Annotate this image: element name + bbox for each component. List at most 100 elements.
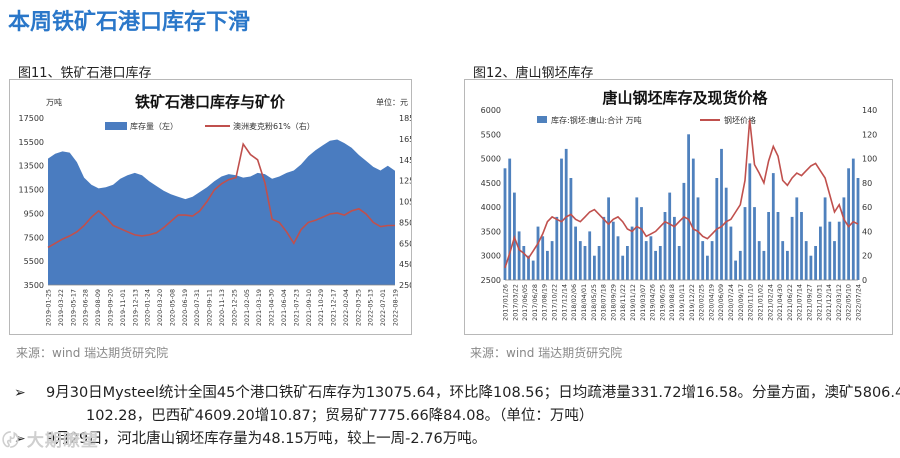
y-left-tick-label: 6000 [481,106,501,115]
figure-12-caption: 图12、唐山钢坯库存 [473,66,594,81]
y-right-tick-label: 20 [862,252,872,261]
x-tick-label: 2020/02/25 [698,284,706,321]
inventory-bar [517,231,521,280]
inventory-bar [527,255,530,280]
x-tick-label: 2020-07-31 [193,289,201,326]
inventory-bar [635,197,639,280]
x-tick-label: 2020/04/19 [707,284,715,321]
y-left-tick-label: 13500 [19,162,44,171]
inventory-bar [673,216,676,280]
inventory-bar [691,158,695,280]
chart-1-title: 铁矿石港口库存与矿价 [135,93,286,111]
x-tick-label: 2019-12-13 [131,289,139,326]
x-tick-label: 2019-03-22 [57,289,65,326]
inventory-bar [644,241,648,280]
x-tick-label: 2019/03/07 [639,284,647,321]
inventory-bar [682,182,686,280]
x-tick-label: 2020-09-11 [206,289,214,326]
y-left-tick-label: 5500 [481,130,501,139]
x-tick-label: 2021/01/02 [756,284,764,321]
bullet-text-continued: 102.28，巴西矿4609.20增10.87；贸易矿7775.66降84.08… [86,408,594,424]
inventory-bar [724,187,728,280]
inventory-bar [828,221,832,280]
inventory-bar [734,260,737,280]
bullet-arrow-icon: ➢ [14,431,26,447]
figure-11-caption: 图11、铁矿石港口库存 [18,66,152,81]
inventory-bar [729,226,733,280]
x-tick-label: 2019-08-09 [94,289,102,326]
x-tick-label: 2019/10/11 [678,284,686,321]
x-tick-label: 2021/12/14 [825,284,833,321]
x-tick-label: 2020/06/09 [717,284,725,321]
chart-1-left-unit: 万吨 [46,97,62,107]
x-tick-label: 2021-10-29 [317,289,325,326]
inventory-bar [677,246,681,280]
x-tick-label: 2020/11/10 [747,284,755,321]
watermark-logo: 〄 大期瞭望 [2,426,99,451]
x-tick-label: 2021-03-19 [255,289,263,326]
inventory-bar [574,226,577,280]
inventory-bar [748,163,752,280]
chart-1-legend-area-label: 库存量（左） [130,121,178,131]
y-right-tick-label: 1050 [399,198,411,207]
inventory-bar [626,246,629,280]
inventory-bar [757,241,761,280]
y-right-tick-label: 1650 [399,135,411,144]
x-tick-label: 2019-11-01 [119,289,127,326]
x-tick-label: 2022/05/10 [845,284,853,321]
inventory-bar [790,216,794,280]
inventory-bar [503,168,507,280]
y-right-tick-label: 250 [399,281,411,290]
y-left-tick-label: 3000 [481,252,501,261]
inventory-bar [809,255,813,280]
inventory-bar [663,212,667,280]
inventory-bar [564,148,568,280]
x-tick-label: 2021-12-17 [330,289,338,326]
chart-2-legend-line-label: 钢坯价格 [724,115,756,125]
x-tick-label: 2019-01-25 [45,289,53,326]
inventory-bar [710,241,714,280]
bullet-item: ➢ 9月30日Mysteel统计全国45个港口铁矿石库存为13075.64，环比… [6,382,900,428]
bullet-list: ➢ 9月30日Mysteel统计全国45个港口铁矿石库存为13075.64，环比… [6,382,900,451]
chart-1-legend-area-swatch [105,122,127,130]
watermark-text: 大期瞭望 [26,431,99,451]
y-left-tick-label: 17500 [19,114,44,123]
x-tick-label: 2019/06/25 [658,284,666,321]
chart-2-panel: 唐山钢坯库存及现货价格 库存:钢坯:唐山:合计 万吨 钢坯价格 2500 3000… [464,79,893,335]
inventory-bar [701,241,705,280]
inventory-bar [649,236,653,280]
x-tick-label: 2018/07/18 [600,284,608,321]
chart-2-legend-bar-swatch [537,116,547,123]
inventory-bar [616,236,620,280]
inventory-bar [833,241,836,280]
bullet-arrow-icon: ➢ [14,385,26,401]
x-tick-label: 2020-03-20 [156,289,164,326]
inventory-bar [578,241,582,280]
inventory-bar [786,250,789,280]
x-tick-label: 2020-05-08 [168,289,176,326]
y-right-tick-label: 40 [862,227,872,236]
inventory-bar [668,192,672,280]
inventory-bar [560,158,563,280]
inventory-bar [593,255,596,280]
x-tick-label: 2018/11/22 [619,284,627,321]
inventory-bar [536,226,540,280]
y-left-tick-label: 2500 [481,276,501,285]
inventory-bar [630,226,634,280]
x-tick-label: 2017/10/22 [551,284,559,321]
x-tick-label: 2019/08/18 [668,284,676,321]
y-left-tick-label: 3500 [24,281,44,290]
inventory-bar [804,241,808,280]
y-left-tick-label: 3500 [481,227,501,236]
x-tick-label: 2021-04-30 [268,289,276,326]
y-left-tick-label: 7500 [24,233,44,242]
y-right-tick-label: 650 [399,239,411,248]
inventory-bar [814,246,817,280]
inventory-bar [795,197,799,280]
figure-11-source: 来源：wind 瑞达期货研究院 [16,346,169,360]
x-tick-label: 2022-03-25 [354,289,362,326]
inventory-bar [781,241,785,280]
y-right-tick-label: 80 [862,179,872,188]
inventory-bar [531,260,535,280]
x-tick-label: 2017/08/19 [541,284,549,321]
